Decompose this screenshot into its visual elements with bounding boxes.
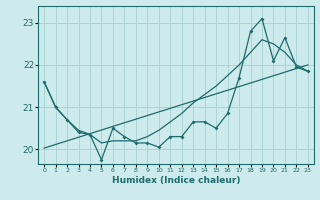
X-axis label: Humidex (Indice chaleur): Humidex (Indice chaleur) xyxy=(112,176,240,185)
